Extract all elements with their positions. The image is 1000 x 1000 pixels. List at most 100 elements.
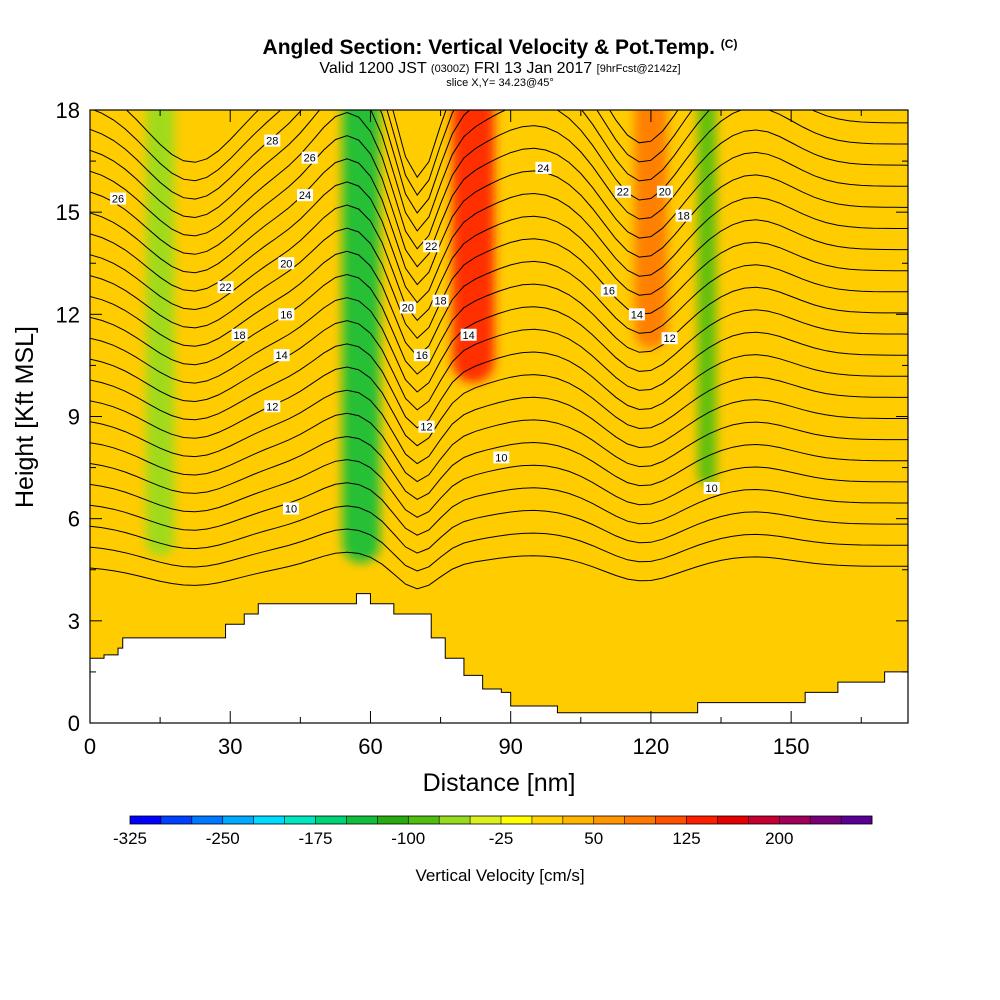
contour-label: 22 — [423, 240, 440, 253]
isentrope-line — [90, 528, 908, 572]
x-axis: 0 30 60 90 120 150 — [84, 110, 862, 759]
colorbar-swatch — [160, 816, 193, 824]
svg-text:26: 26 — [304, 153, 316, 165]
colorbar-swatch — [191, 816, 224, 824]
y-tick-label: 0 — [68, 711, 80, 736]
y-tick-label: 18 — [56, 98, 80, 123]
colorbar-swatch — [346, 816, 378, 824]
colorbar: -325 -250 -175 -100 -25 50 125 200 — [113, 815, 873, 848]
x-tick-label: 150 — [773, 734, 810, 759]
svg-text:22: 22 — [425, 241, 437, 253]
y-tick-label: 3 — [68, 609, 80, 634]
colorbar-swatch — [748, 816, 780, 824]
x-tick-label: 120 — [633, 734, 670, 759]
terrain — [90, 593, 908, 723]
colorbar-swatch — [470, 816, 502, 824]
svg-text:10: 10 — [285, 503, 297, 515]
colorbar-swatch — [377, 816, 409, 824]
isentrope-line — [90, 343, 908, 429]
svg-text:20: 20 — [280, 258, 292, 270]
svg-text:16: 16 — [280, 309, 292, 321]
contour-label: 16 — [413, 349, 430, 362]
contour-label: 10 — [282, 502, 299, 515]
svg-text:10: 10 — [495, 452, 507, 464]
contour-label: 20 — [656, 185, 673, 199]
velocity-band-2 — [452, 110, 495, 383]
contour-label: 16 — [278, 308, 295, 321]
y-tick-label: 15 — [56, 200, 80, 225]
isentrope-line — [90, 320, 908, 411]
svg-text:14: 14 — [462, 330, 474, 342]
isentrope-line — [90, 551, 908, 590]
colorbar-tick-label: -175 — [298, 829, 332, 848]
isentrope-line — [90, 158, 908, 286]
svg-text:26: 26 — [112, 194, 124, 206]
contour-label: 14 — [628, 308, 645, 321]
isentrope-line — [90, 459, 908, 518]
contour-label: 20 — [278, 257, 295, 270]
forecast-info: [9hrFcst@2142z] — [596, 63, 681, 75]
isentrope-line — [90, 135, 908, 268]
x-tick-label: 0 — [84, 734, 96, 759]
slice-info: slice X,Y= 34.23@45° — [446, 77, 554, 89]
svg-text:12: 12 — [663, 333, 675, 345]
isentrope-line — [90, 389, 908, 465]
colorbar-swatch — [222, 816, 254, 824]
contour-label: 28 — [264, 134, 281, 148]
isentrope-line — [90, 204, 908, 322]
colorbar-tick-label: -250 — [206, 829, 240, 848]
colorbar-swatch — [841, 816, 873, 824]
colorbar-swatch — [779, 816, 811, 824]
contour-label: 18 — [432, 294, 449, 308]
isentropes — [90, 110, 908, 590]
isentrope-line — [90, 435, 908, 500]
isentrope-line — [90, 110, 908, 232]
svg-text:12: 12 — [420, 422, 432, 434]
isentrope-line — [125, 110, 679, 179]
colorbar-swatch — [408, 816, 440, 824]
contour-label: 18 — [675, 209, 692, 223]
chart-title-text: Angled Section: Vertical Velocity & Pot.… — [262, 36, 715, 59]
contour-label: 12 — [264, 400, 281, 413]
colorbar-label: Vertical Velocity [cm/s] — [415, 866, 584, 885]
colorbar-swatch — [686, 816, 718, 824]
contour-label: 26 — [301, 151, 318, 165]
svg-text:24: 24 — [299, 190, 311, 202]
svg-text:18: 18 — [678, 211, 690, 223]
colorbar-swatch — [531, 816, 564, 824]
colorbar-swatch — [501, 816, 533, 824]
colorbar-swatch — [655, 816, 687, 824]
isentrope-line — [90, 297, 908, 393]
valid-prefix: Valid 1200 JST — [319, 60, 427, 77]
copyright-mark: (C) — [720, 37, 738, 51]
svg-text:16: 16 — [603, 285, 615, 297]
colorbar-tick-label: 200 — [765, 829, 793, 848]
x-axis-label: Distance [nm] — [423, 769, 576, 797]
contour-label: 22 — [217, 281, 234, 294]
isentrope-line — [90, 505, 908, 554]
svg-text:12: 12 — [266, 401, 278, 413]
svg-text:16: 16 — [416, 350, 428, 362]
contour-label: 12 — [661, 332, 678, 345]
svg-text:24: 24 — [537, 163, 549, 175]
x-tick-label: 60 — [358, 734, 382, 759]
valid-time-line: Valid 1200 JST (0300Z) FRI 13 Jan 2017 [… — [0, 60, 1000, 78]
svg-text:20: 20 — [402, 303, 414, 315]
x-tick-label: 90 — [498, 734, 522, 759]
plot-background — [90, 110, 908, 723]
colorbar-swatch — [284, 816, 316, 824]
contour-label: 10 — [703, 482, 720, 495]
contour-label: 24 — [535, 161, 552, 175]
svg-text:22: 22 — [617, 187, 629, 199]
svg-text:22: 22 — [219, 282, 231, 294]
y-tick-label: 9 — [68, 405, 80, 430]
valid-date: FRI 13 Jan 2017 — [473, 60, 593, 77]
isentrope-line — [90, 227, 908, 340]
contour-labels: 26 28 26 24 22 20 16 18 14 12 10 22 20 18 16 14 12 10 24 22… — [110, 134, 720, 515]
contour-label: 22 — [614, 185, 631, 199]
isentrope-line — [92, 110, 693, 196]
colorbar-tick-label: -100 — [391, 829, 425, 848]
isentrope-line — [90, 366, 908, 447]
chart-title: Angled Section: Vertical Velocity & Pot.… — [0, 36, 1000, 60]
